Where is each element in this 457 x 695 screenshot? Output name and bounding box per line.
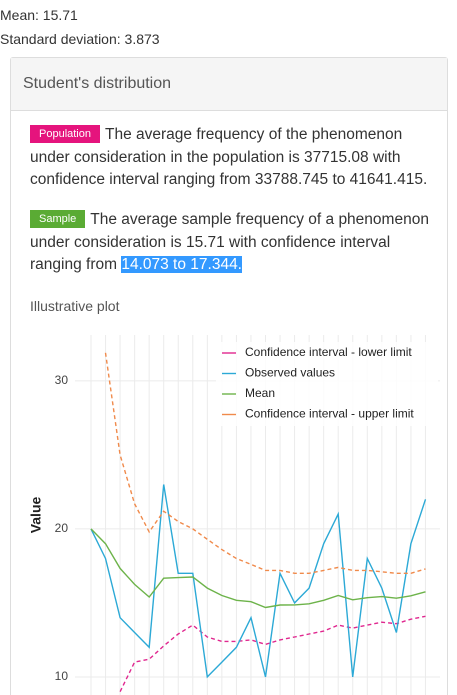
y-axis-label: Value [28, 497, 44, 534]
legend-label: Confidence interval - lower limit [245, 345, 412, 359]
badge: Population [30, 125, 100, 143]
panel-title: Student's distribution [11, 58, 447, 111]
badge: Sample [30, 210, 86, 228]
y-tick-label: 30 [55, 373, 69, 387]
sample-paragraph: Sample The average sample frequency of a … [30, 209, 445, 277]
series-line [104, 352, 426, 574]
series-line [90, 528, 426, 609]
highlight: 14.073 to 17.344. [121, 256, 242, 273]
series-line [90, 484, 427, 679]
legend-box [216, 342, 438, 426]
text: The average sample frequency of a phenom… [30, 211, 429, 273]
mean: Mean: 15.71 [0, 7, 78, 23]
legend-label: Observed values [245, 366, 335, 380]
panel: Student's distribution Population The ave… [10, 57, 448, 695]
series-line [119, 615, 426, 693]
y-tick-label: 20 [55, 521, 69, 535]
sd: Standard deviation: 3.873 [0, 31, 160, 47]
population-paragraph: Population The average frequency of the p… [30, 124, 445, 192]
plot-title: Illustrative plot [30, 298, 120, 314]
chart: 10 20 30 Value Confidence interval - lower l… [28, 335, 440, 695]
y-tick-label: 10 [55, 669, 69, 683]
legend-label: Mean [245, 386, 275, 400]
legend-label: Confidence interval - upper limit [245, 407, 414, 421]
text: The average frequency of the phenomenon … [30, 126, 428, 188]
